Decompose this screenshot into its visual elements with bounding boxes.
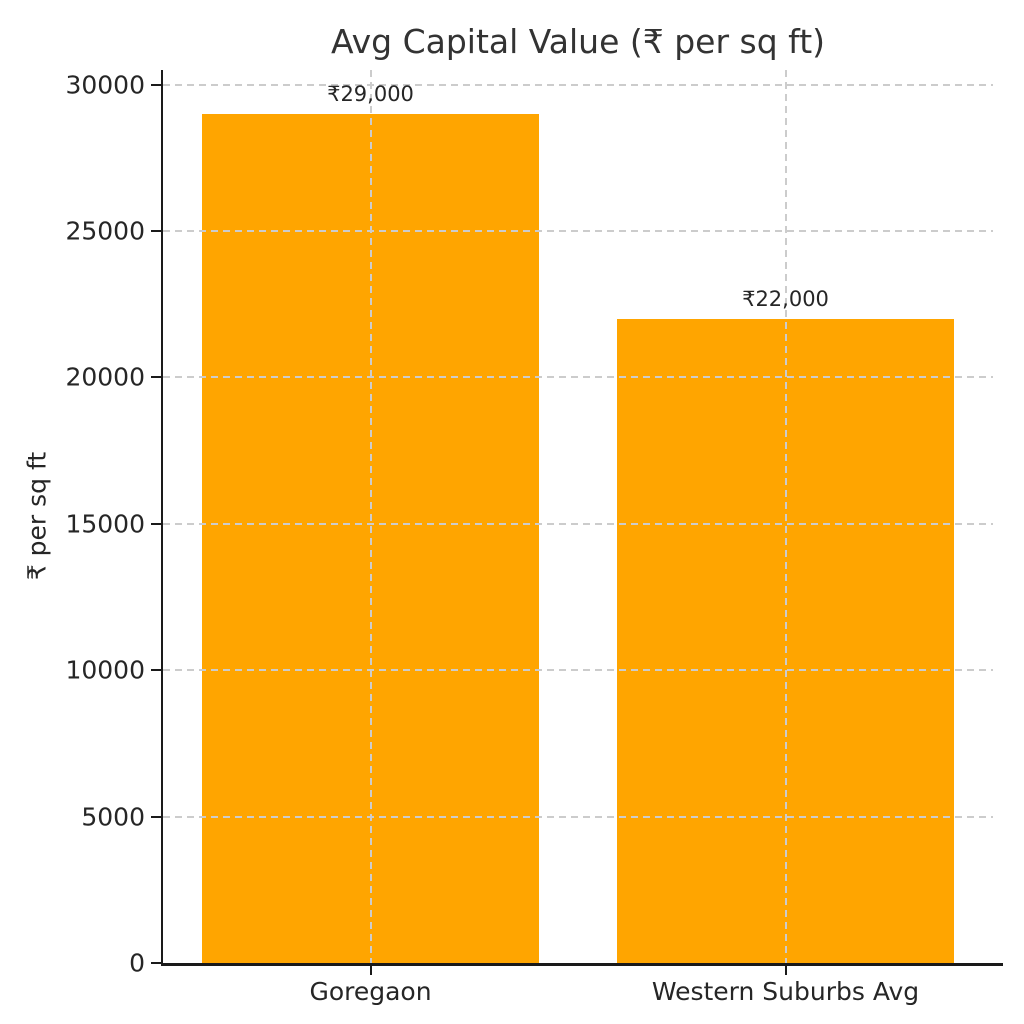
y-tick-mark: [151, 962, 161, 964]
grid-line-horizontal: [163, 376, 993, 379]
y-axis-label: ₹ per sq ft: [22, 451, 52, 581]
grid-line-horizontal: [163, 669, 993, 672]
grid-line-horizontal: [163, 230, 993, 233]
x-axis-spine: [161, 963, 1003, 966]
y-axis-spine: [161, 70, 163, 966]
grid-line-vertical: [369, 70, 372, 963]
bar-value-label: ₹29,000: [327, 81, 414, 106]
y-tick-label: 20000: [65, 362, 145, 392]
bar-value-label: ₹22,000: [742, 286, 829, 311]
x-tick-label: Western Suburbs Avg: [651, 977, 920, 1006]
y-tick-mark: [151, 522, 161, 525]
y-tick-mark: [151, 376, 161, 379]
grid-line-horizontal: [163, 83, 993, 86]
y-tick-label: 25000: [65, 216, 145, 246]
y-tick-label: 15000: [65, 509, 145, 539]
x-tick-label: Goregaon: [309, 977, 432, 1006]
y-tick-mark: [151, 815, 161, 818]
y-tick-mark: [151, 83, 161, 86]
plot-area: 0 5000 10000 15000 20000 25000 30000 ₹29,000 Gor…: [65, 70, 1003, 1006]
y-tick-label: 30000: [65, 70, 145, 100]
grid-line-horizontal: [163, 522, 993, 525]
x-tick-mark: [784, 966, 787, 975]
x-tick-mark: [369, 966, 372, 975]
chart-title: Avg Capital Value (₹ per sq ft): [330, 22, 826, 61]
y-tick-label: 10000: [65, 655, 145, 685]
y-tick-mark: [151, 230, 161, 233]
y-tick-label: 0: [129, 948, 145, 978]
y-tick-mark: [151, 669, 161, 672]
grid-line-horizontal: [163, 815, 993, 818]
grid-line-vertical: [784, 70, 787, 963]
y-tick-label: 5000: [81, 802, 145, 832]
